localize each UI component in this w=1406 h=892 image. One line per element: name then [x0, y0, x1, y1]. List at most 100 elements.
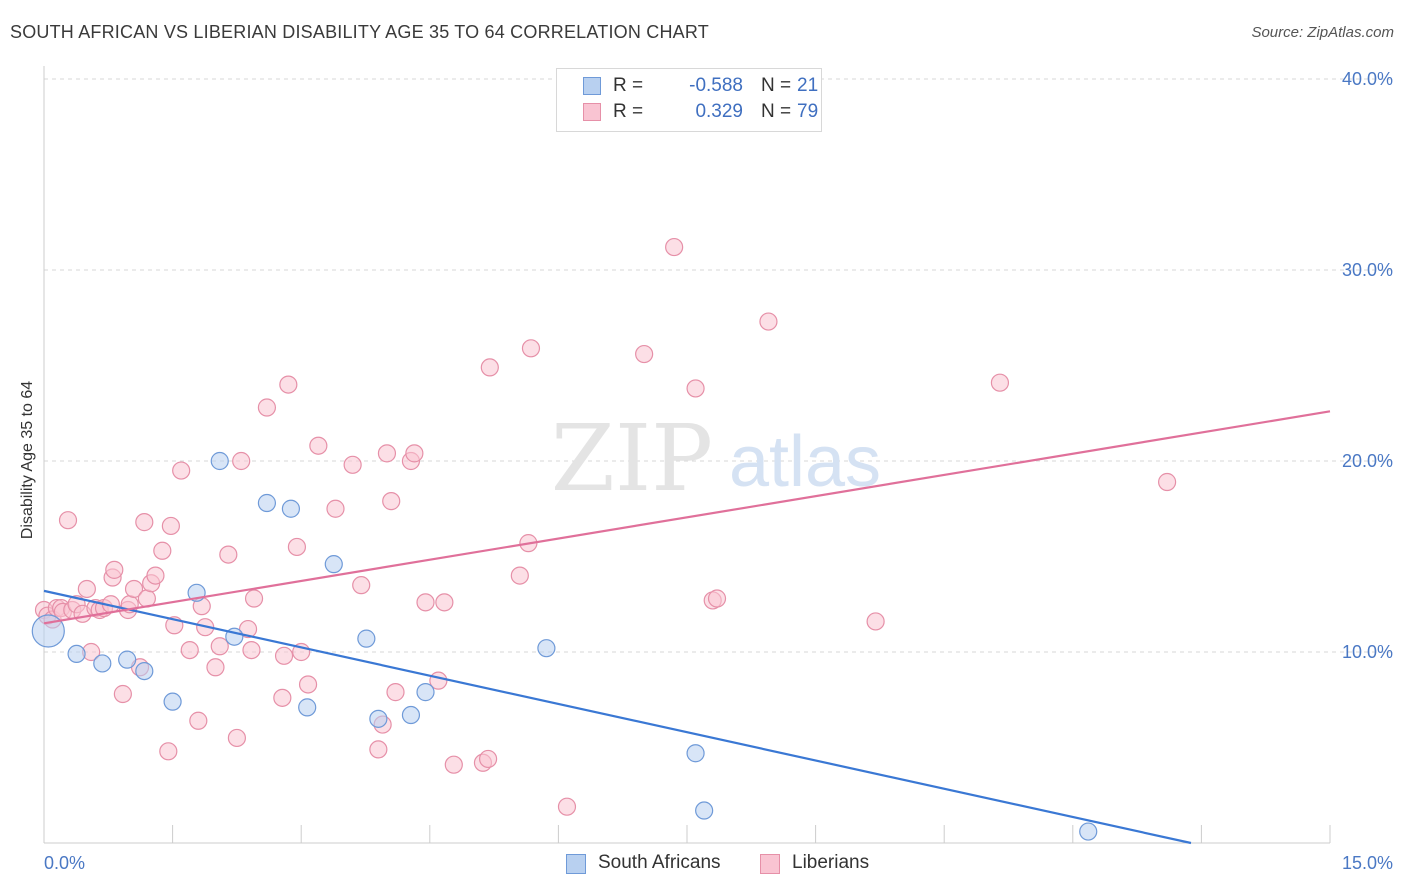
south-africans-point — [210, 451, 229, 471]
liberians-point — [343, 455, 362, 474]
watermark-zip: ZIP — [551, 405, 713, 512]
gridlines — [44, 78, 1394, 653]
liberians-point — [135, 513, 154, 532]
watermark: ZIP atlas — [551, 405, 881, 512]
liberians-point — [287, 537, 307, 557]
liberians-point — [146, 566, 165, 585]
liberians-point — [279, 375, 298, 394]
liberians-point — [232, 451, 251, 471]
south-africans-point — [369, 709, 388, 728]
liberians-points — [34, 237, 1177, 816]
south-africans-point — [686, 744, 705, 763]
liberians-point — [665, 237, 684, 257]
bottom-legend-swatch-pink — [760, 854, 780, 874]
liberians-point — [480, 358, 499, 377]
south-africans-point — [67, 644, 86, 664]
liberians-point — [686, 379, 705, 398]
liberians-point — [180, 640, 199, 660]
south-africans-points — [31, 451, 1098, 841]
y-tick-label: 10.0% — [1342, 642, 1393, 662]
axes — [43, 66, 1331, 844]
liberians-point — [238, 619, 258, 639]
legend-n-value: 79 — [797, 101, 819, 122]
liberians-point — [386, 683, 405, 702]
south-africans-point — [357, 629, 376, 648]
liberians-point — [189, 711, 208, 730]
liberians-point — [77, 579, 96, 599]
liberians-point — [444, 755, 463, 774]
south-africans-point — [1079, 822, 1098, 841]
south-africans-point — [401, 705, 421, 725]
liberians-point — [274, 646, 294, 665]
legend-n-label: N = — [761, 75, 792, 96]
liberians-point — [124, 579, 144, 599]
liberians-trend-line — [43, 410, 1331, 625]
liberians-point — [478, 749, 498, 769]
liberians-point — [1158, 472, 1177, 492]
liberians-point — [257, 398, 277, 417]
liberians-point — [219, 545, 238, 564]
legend-r-label: R = — [613, 101, 644, 122]
liberians-point — [326, 499, 345, 518]
liberians-point — [210, 637, 229, 656]
liberians-point — [105, 560, 124, 579]
y-tick-label: 40.0% — [1342, 69, 1393, 89]
legend-n-value: 21 — [797, 75, 819, 96]
bottom-legend-label: South Africans — [598, 852, 721, 873]
liberians-point — [759, 312, 778, 331]
legend-swatch-pink — [583, 103, 601, 121]
south-africans-point — [537, 639, 556, 658]
liberians-point — [707, 589, 727, 608]
bottom-legend-label: Liberians — [792, 852, 870, 873]
liberians-point — [206, 658, 225, 677]
y-tick-label: 30.0% — [1342, 260, 1393, 280]
south-africans-point — [118, 650, 137, 669]
legend-r-value: -0.588 — [689, 75, 743, 96]
bottom-legend-swatch-blue — [566, 854, 586, 874]
south-africans-trend-line — [43, 589, 1192, 845]
y-tick-label: 20.0% — [1342, 451, 1393, 471]
liberians-point — [369, 740, 388, 759]
liberians-point — [510, 566, 529, 585]
liberians-point — [153, 541, 172, 560]
liberians-point — [990, 373, 1010, 392]
liberians-point — [521, 339, 541, 358]
liberians-point — [227, 728, 246, 748]
liberians-point — [172, 461, 191, 480]
stats-legend: R = -0.588 N = 21 R = 0.329 N = 79 — [556, 68, 822, 132]
liberians-point — [58, 511, 78, 530]
south-africans-point — [324, 555, 343, 574]
south-africans-point — [257, 493, 277, 513]
legend-r-label: R = — [613, 75, 644, 96]
south-africans-point — [281, 499, 301, 518]
source-label: Source: ZipAtlas.com — [1251, 24, 1394, 41]
liberians-point — [352, 576, 371, 595]
liberians-point — [298, 675, 318, 694]
liberians-point — [242, 640, 261, 660]
legend-n-label: N = — [761, 101, 792, 122]
liberians-point — [405, 444, 424, 463]
tick-labels: 10.0% 20.0% 30.0% 40.0% 0.0% 15.0% — [44, 69, 1393, 873]
south-africans-point — [31, 614, 65, 648]
chart-title: SOUTH AFRICAN VS LIBERIAN DISABILITY AGE… — [10, 22, 709, 42]
south-africans-point — [163, 692, 182, 711]
liberians-point — [382, 492, 401, 511]
legend-swatch-blue — [583, 77, 601, 95]
liberians-point — [377, 444, 397, 463]
south-africans-point — [416, 683, 435, 702]
liberians-point — [435, 593, 454, 612]
liberians-point — [273, 688, 292, 707]
liberians-point — [159, 742, 178, 761]
trend-lines — [43, 410, 1331, 845]
x-tick-label: 15.0% — [1342, 853, 1393, 873]
liberians-point — [416, 593, 435, 612]
liberians-point — [113, 684, 132, 704]
liberians-point — [557, 797, 577, 816]
liberians-point — [866, 612, 885, 631]
x-tick-label: 0.0% — [44, 853, 85, 873]
legend-r-value: 0.329 — [695, 101, 743, 122]
liberians-point — [309, 436, 328, 455]
south-africans-point — [298, 698, 317, 717]
liberians-point — [244, 589, 264, 608]
